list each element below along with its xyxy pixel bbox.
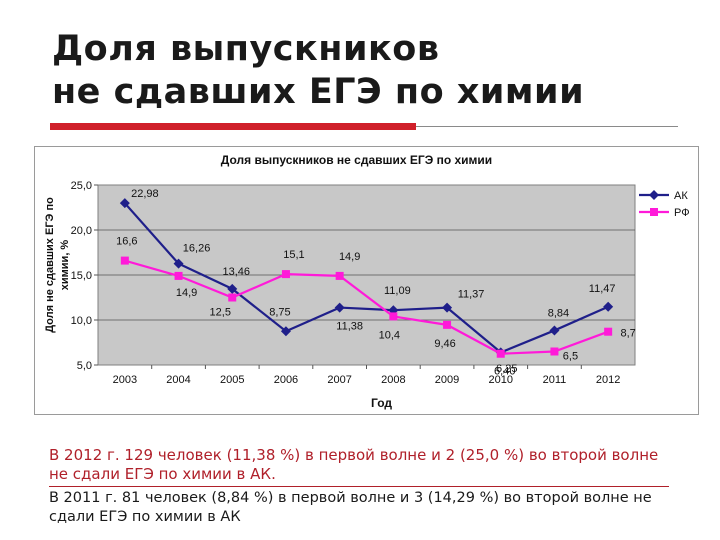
data-point-АК	[173, 258, 184, 269]
slide-title-line-2: не сдавших ЕГЭ по химии	[52, 72, 585, 112]
data-label-АК: 22,98	[131, 188, 159, 200]
data-point-АК	[119, 198, 130, 209]
data-point-РФ	[443, 320, 452, 329]
x-tick-label: 2007	[327, 374, 351, 386]
x-tick-label: 2003	[113, 374, 137, 386]
x-tick-label: 2006	[274, 374, 298, 386]
data-point-АК	[334, 302, 345, 313]
slide-title-line-1: Доля выпускников	[52, 29, 440, 69]
data-label-РФ: 14,9	[339, 251, 360, 263]
data-point-РФ	[174, 271, 183, 280]
chart-title: Доля выпускников не сдавших ЕГЭ по химии	[221, 153, 492, 167]
x-tick-label: 2010	[489, 374, 513, 386]
data-point-РФ	[604, 327, 613, 336]
data-point-АК	[549, 325, 560, 336]
x-tick-label: 2005	[220, 374, 244, 386]
data-point-РФ	[389, 312, 398, 321]
title-accent-rule	[50, 123, 416, 130]
y-tick-label: 15,0	[71, 270, 92, 282]
x-axis-label: Год	[371, 396, 392, 410]
y-tick-label: 5,0	[77, 360, 92, 372]
data-label-РФ: 15,1	[283, 249, 304, 261]
data-point-АК	[280, 326, 291, 337]
data-label-РФ: 6,5	[563, 351, 578, 363]
data-label-РФ: 12,5	[210, 307, 231, 319]
data-label-АК: 11,38	[336, 321, 363, 333]
data-label-АК: 11,37	[458, 289, 485, 301]
data-label-АК: 11,09	[384, 285, 411, 297]
data-label-АК: 6,40	[494, 365, 515, 377]
y-axis-label-line-1: Доля не сдавших ЕГЭ по	[44, 197, 56, 333]
data-label-АК: 8,75	[269, 306, 290, 318]
data-point-АК	[442, 302, 453, 313]
title-divider-rule	[416, 126, 678, 127]
summary-2011: В 2011 г. 81 человек (8,84 %) в первой в…	[49, 489, 681, 527]
legend-label-РФ: РФ	[674, 207, 690, 219]
data-label-АК: 16,26	[183, 243, 211, 255]
summary-2012-underline	[49, 486, 669, 487]
legend-marker-РФ	[650, 208, 658, 216]
x-tick-label: 2009	[435, 374, 459, 386]
legend-marker-АК	[649, 190, 659, 200]
line-chart: Доля выпускников не сдавших ЕГЭ по химии…	[44, 153, 690, 410]
y-axis-label-line-2: химии, %	[59, 240, 71, 291]
x-tick-label: 2004	[166, 374, 190, 386]
data-label-АК: 11,47	[589, 283, 616, 295]
data-point-РФ	[228, 293, 237, 302]
data-label-РФ: 10,4	[379, 329, 400, 341]
data-label-АК: 8,84	[548, 307, 569, 319]
data-label-РФ: 16,6	[116, 236, 137, 248]
legend-label-АК: АК	[674, 190, 688, 202]
summary-2012: В 2012 г. 129 человек (11,38 %) в первой…	[49, 446, 681, 487]
y-tick-label: 10,0	[71, 315, 92, 327]
y-tick-label: 20,0	[71, 225, 92, 237]
data-label-РФ: 6,25	[496, 363, 517, 375]
slide-title: Доля выпускников не сдавших ЕГЭ по химии	[52, 28, 692, 114]
data-point-АК	[227, 283, 238, 294]
data-point-РФ	[120, 256, 129, 265]
data-point-РФ	[496, 349, 505, 358]
x-tick-label: 2012	[596, 374, 620, 386]
chart-frame: Доля выпускников не сдавших ЕГЭ по химии…	[34, 146, 699, 415]
series-line-РФ	[124, 259, 609, 355]
y-tick-label: 25,0	[71, 180, 92, 192]
data-point-РФ	[550, 347, 559, 356]
data-label-АК: 13,46	[222, 266, 250, 278]
data-point-АК	[603, 301, 614, 312]
summary-2012-text: В 2012 г. 129 человек (11,38 %) в первой…	[49, 446, 659, 483]
series-line-АК	[124, 202, 609, 354]
data-point-РФ	[281, 270, 290, 279]
data-label-РФ: 8,7	[621, 328, 636, 340]
x-tick-label: 2008	[381, 374, 405, 386]
x-tick-label: 2011	[543, 374, 567, 386]
data-label-РФ: 9,46	[434, 338, 455, 350]
data-label-РФ: 14,9	[176, 287, 197, 299]
data-point-РФ	[335, 271, 344, 280]
summary-2011-text: В 2011 г. 81 человек (8,84 %) в первой в…	[49, 490, 652, 525]
